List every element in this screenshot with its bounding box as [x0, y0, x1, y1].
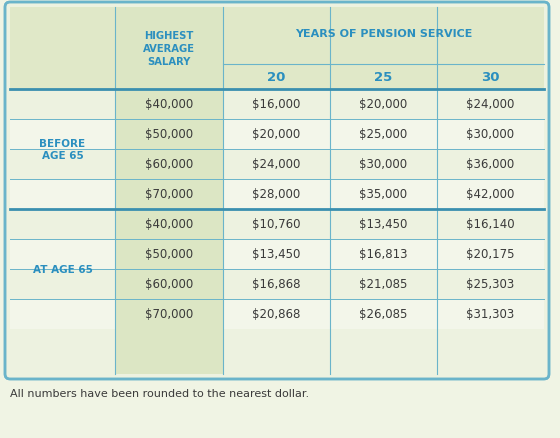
Bar — [223, 150, 330, 180]
Text: $36,000: $36,000 — [466, 158, 515, 171]
Bar — [437, 120, 544, 150]
Text: $70,000: $70,000 — [145, 308, 193, 321]
Text: $42,000: $42,000 — [466, 188, 515, 201]
Text: $24,000: $24,000 — [253, 158, 301, 171]
Bar — [223, 120, 330, 150]
Text: 30: 30 — [481, 71, 500, 84]
Text: $26,085: $26,085 — [360, 308, 408, 321]
Bar — [437, 240, 544, 269]
Text: $60,000: $60,000 — [145, 158, 193, 171]
Bar — [330, 269, 437, 299]
Bar — [10, 120, 115, 150]
Bar — [330, 90, 437, 120]
Bar — [10, 8, 544, 90]
Bar — [330, 299, 437, 329]
Bar — [10, 240, 115, 269]
FancyBboxPatch shape — [5, 3, 549, 379]
Text: All numbers have been rounded to the nearest dollar.: All numbers have been rounded to the nea… — [10, 388, 309, 398]
Bar — [10, 269, 115, 299]
Text: $16,140: $16,140 — [466, 218, 515, 231]
Text: $16,813: $16,813 — [360, 248, 408, 261]
Text: $60,000: $60,000 — [145, 278, 193, 291]
Text: BEFORE
AGE 65: BEFORE AGE 65 — [39, 138, 86, 161]
Text: $13,450: $13,450 — [360, 218, 408, 231]
Text: $50,000: $50,000 — [145, 248, 193, 261]
Text: $16,000: $16,000 — [253, 98, 301, 111]
Text: YEARS OF PENSION SERVICE: YEARS OF PENSION SERVICE — [295, 28, 472, 39]
Bar — [223, 90, 330, 120]
Text: $13,450: $13,450 — [253, 248, 301, 261]
Bar — [115, 8, 223, 374]
Text: HIGHEST
AVERAGE
SALARY: HIGHEST AVERAGE SALARY — [143, 31, 195, 67]
Bar — [10, 180, 115, 209]
Text: $20,868: $20,868 — [253, 308, 301, 321]
Text: 20: 20 — [267, 71, 286, 84]
Bar — [223, 269, 330, 299]
Text: $10,760: $10,760 — [252, 218, 301, 231]
Text: $20,000: $20,000 — [360, 98, 408, 111]
Bar — [330, 120, 437, 150]
Text: $21,085: $21,085 — [360, 278, 408, 291]
Bar — [223, 299, 330, 329]
Bar — [330, 240, 437, 269]
Bar — [330, 209, 437, 240]
Text: $16,868: $16,868 — [252, 278, 301, 291]
Text: $30,000: $30,000 — [360, 158, 408, 171]
Text: AT AGE 65: AT AGE 65 — [32, 265, 92, 274]
Bar — [437, 180, 544, 209]
Bar — [437, 269, 544, 299]
Text: $20,175: $20,175 — [466, 248, 515, 261]
Text: $20,000: $20,000 — [253, 128, 301, 141]
Text: $25,303: $25,303 — [466, 278, 515, 291]
Bar — [10, 90, 115, 120]
Text: $31,303: $31,303 — [466, 308, 515, 321]
Bar — [10, 209, 115, 240]
Bar — [437, 299, 544, 329]
Text: $30,000: $30,000 — [466, 128, 515, 141]
Text: $25,000: $25,000 — [360, 128, 408, 141]
Text: $28,000: $28,000 — [253, 188, 301, 201]
Text: $50,000: $50,000 — [145, 128, 193, 141]
Bar — [330, 150, 437, 180]
Text: 25: 25 — [375, 71, 393, 84]
Bar — [10, 299, 115, 329]
Text: $35,000: $35,000 — [360, 188, 408, 201]
Bar — [437, 150, 544, 180]
Bar — [223, 180, 330, 209]
Bar — [223, 240, 330, 269]
Bar — [437, 90, 544, 120]
Text: $70,000: $70,000 — [145, 188, 193, 201]
Bar — [223, 209, 330, 240]
Bar — [330, 180, 437, 209]
Bar — [437, 209, 544, 240]
Text: $24,000: $24,000 — [466, 98, 515, 111]
Bar — [10, 150, 115, 180]
Text: $40,000: $40,000 — [145, 218, 193, 231]
Text: $40,000: $40,000 — [145, 98, 193, 111]
